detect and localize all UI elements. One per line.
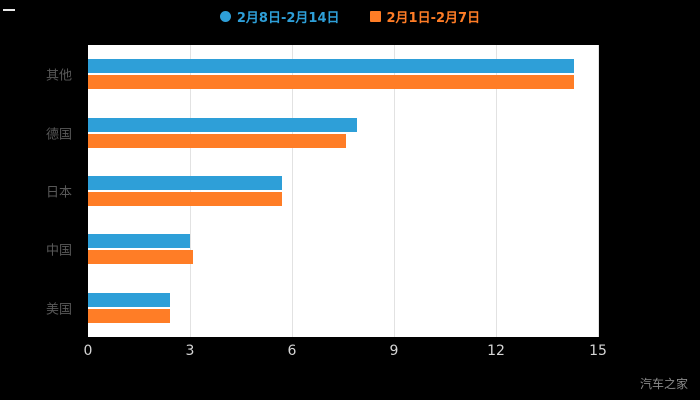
bar-其他-series1 [88, 59, 575, 74]
bar-德国-series2 [88, 133, 347, 148]
watermark: 汽车之家 [639, 377, 688, 391]
y-axis-category-label: 中国 [45, 243, 72, 259]
y-axis-category-label: 其他 [45, 68, 72, 84]
x-axis-tick-label: 0 [83, 343, 93, 359]
bar-美国-series2 [88, 308, 170, 323]
bar-美国-series1 [88, 292, 170, 307]
x-axis-tick-label: 3 [185, 343, 195, 359]
chart-legend: 2月8日-2月14日 2月1日-2月7日 [0, 7, 700, 26]
gridline [393, 45, 395, 337]
bar-中国-series1 [88, 234, 190, 249]
gridline [291, 45, 293, 337]
y-axis-category-label: 美国 [45, 302, 72, 318]
circle-marker-icon [219, 11, 231, 22]
x-axis-tick-label: 9 [389, 343, 399, 359]
bar-日本-series1 [88, 176, 282, 190]
x-axis-tick-label: 15 [589, 343, 607, 359]
legend-label: 2月1日-2月7日 [386, 11, 481, 26]
y-axis-labels: 其他德国日本中国美国 [0, 45, 80, 337]
x-axis-tick-label: 6 [287, 343, 297, 359]
gridline [495, 45, 497, 337]
square-marker-icon [369, 11, 381, 22]
legend-item-1[interactable]: 2月8日-2月14日 [219, 7, 340, 26]
x-axis: 0 3 6 9 12 15 [0, 343, 700, 363]
x-axis-tick-label: 12 [487, 343, 505, 359]
gridline [597, 45, 599, 337]
gridline [189, 45, 191, 337]
y-axis-category-label: 德国 [45, 127, 72, 143]
bar-日本-series2 [88, 192, 282, 206]
bar-其他-series2 [88, 75, 575, 90]
plot-area [88, 45, 599, 337]
bar-德国-series1 [88, 117, 357, 132]
legend-label: 2月8日-2月14日 [236, 11, 340, 26]
y-axis-category-label: 日本 [45, 185, 72, 201]
legend-item-2[interactable]: 2月1日-2月7日 [369, 7, 481, 26]
bar-中国-series2 [88, 250, 194, 265]
top-left-mark [3, 9, 15, 11]
